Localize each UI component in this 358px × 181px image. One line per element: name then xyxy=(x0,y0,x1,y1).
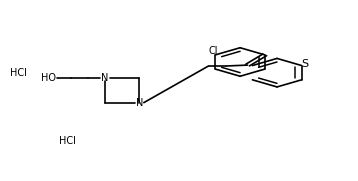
Text: N: N xyxy=(101,73,109,83)
Text: HCl: HCl xyxy=(10,68,27,78)
Text: N: N xyxy=(136,98,143,108)
Text: HO: HO xyxy=(41,73,56,83)
Text: Cl: Cl xyxy=(209,46,218,56)
Text: S: S xyxy=(301,59,309,69)
Text: HCl: HCl xyxy=(59,136,76,146)
